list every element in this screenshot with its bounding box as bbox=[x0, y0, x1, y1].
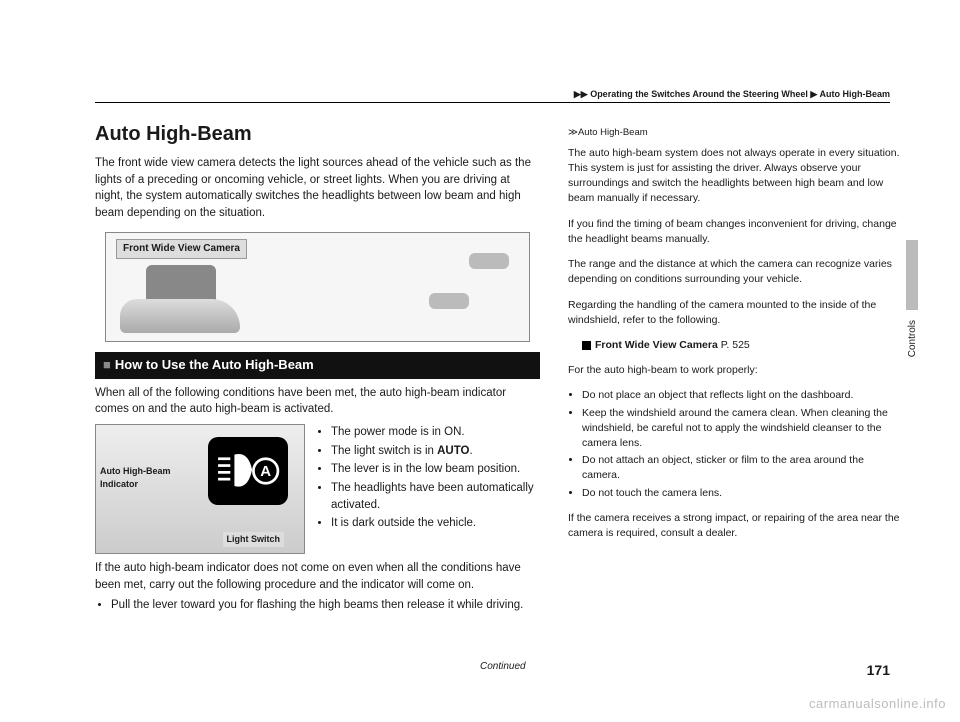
condition-item: The power mode is in ON. bbox=[331, 424, 540, 441]
sidebar-header: ≫Auto High-Beam bbox=[568, 126, 900, 140]
section-tab-label: Controls bbox=[906, 320, 921, 357]
breadcrumb-sep3: ▶ bbox=[810, 89, 817, 99]
sidebar-column: ≫Auto High-Beam The auto high-beam syste… bbox=[568, 120, 900, 616]
svg-text:A: A bbox=[260, 463, 271, 480]
main-column: Auto High-Beam The front wide view camer… bbox=[95, 120, 540, 616]
diagram-label: Front Wide View Camera bbox=[116, 239, 247, 260]
after-bullet-item: Pull the lever toward you for flashing t… bbox=[111, 597, 540, 614]
info-icon: ≫ bbox=[568, 127, 578, 138]
sidebar-p4: Regarding the handling of the camera mou… bbox=[568, 298, 900, 328]
after-panel-text: If the auto high-beam indicator does not… bbox=[95, 560, 540, 593]
tip-item: Keep the windshield around the camera cl… bbox=[582, 406, 900, 452]
preceding-car-icon bbox=[429, 293, 469, 309]
condition-item: It is dark outside the vehicle. bbox=[331, 515, 540, 532]
sidebar-p2: If you find the timing of beam changes i… bbox=[568, 217, 900, 247]
ref-label: Front Wide View Camera bbox=[595, 339, 718, 351]
breadcrumb-sep2: ▶ bbox=[581, 89, 588, 99]
subheading-text: How to Use the Auto High-Beam bbox=[115, 357, 314, 372]
intro-text: The front wide view camera detects the l… bbox=[95, 155, 540, 222]
breadcrumb-sep: ▶ bbox=[574, 89, 581, 99]
ref-page: P. 525 bbox=[721, 339, 750, 351]
square-bullet-icon: ■ bbox=[103, 357, 111, 372]
sidebar-p5: For the auto high-beam to work properly: bbox=[568, 363, 900, 378]
oncoming-car-icon bbox=[469, 253, 509, 269]
header-rule bbox=[95, 102, 890, 103]
after-bullet-list: Pull the lever toward you for flashing t… bbox=[95, 597, 540, 614]
car-side-icon bbox=[120, 299, 240, 333]
auto-highbeam-icon: A bbox=[208, 437, 288, 505]
sidebar-p6: If the camera receives a strong impact, … bbox=[568, 511, 900, 541]
breadcrumb-part2: Auto High-Beam bbox=[820, 89, 891, 99]
ref-line: Front Wide View Camera P. 525 bbox=[582, 338, 900, 353]
conditions-list: The power mode is in ON. The light switch… bbox=[315, 424, 540, 554]
condition-item: The lever is in the low beam position. bbox=[331, 461, 540, 478]
sidebar-p1: The auto high-beam system does not alway… bbox=[568, 146, 900, 207]
page-number: 171 bbox=[867, 660, 890, 680]
breadcrumb-part1: Operating the Switches Around the Steeri… bbox=[590, 89, 808, 99]
condition-item: The light switch is in AUTO. bbox=[331, 443, 540, 460]
breadcrumb: ▶▶ Operating the Switches Around the Ste… bbox=[574, 88, 890, 101]
sub-intro: When all of the following conditions hav… bbox=[95, 385, 540, 418]
light-switch-label: Light Switch bbox=[223, 532, 285, 547]
continued-label: Continued bbox=[480, 660, 526, 675]
subheading: ■ How to Use the Auto High-Beam bbox=[95, 352, 540, 379]
indicator-label: Auto High-Beam Indicator bbox=[100, 465, 180, 491]
watermark: carmanualsonline.info bbox=[809, 695, 946, 714]
sidebar-p3: The range and the distance at which the … bbox=[568, 257, 900, 287]
section-tab bbox=[906, 240, 918, 310]
tip-item: Do not place an object that reflects lig… bbox=[582, 388, 900, 403]
camera-diagram: Front Wide View Camera bbox=[105, 232, 530, 342]
tip-item: Do not attach an object, sticker or film… bbox=[582, 453, 900, 483]
sidebar-header-text: Auto High-Beam bbox=[578, 127, 648, 138]
condition-item: The headlights have been automatically a… bbox=[331, 480, 540, 513]
sidebar-tips: Do not place an object that reflects lig… bbox=[568, 388, 900, 501]
ref-box-icon bbox=[582, 341, 591, 350]
page-title: Auto High-Beam bbox=[95, 120, 540, 149]
tip-item: Do not touch the camera lens. bbox=[582, 486, 900, 501]
indicator-panel: Auto High-Beam Indicator A bbox=[95, 424, 305, 554]
